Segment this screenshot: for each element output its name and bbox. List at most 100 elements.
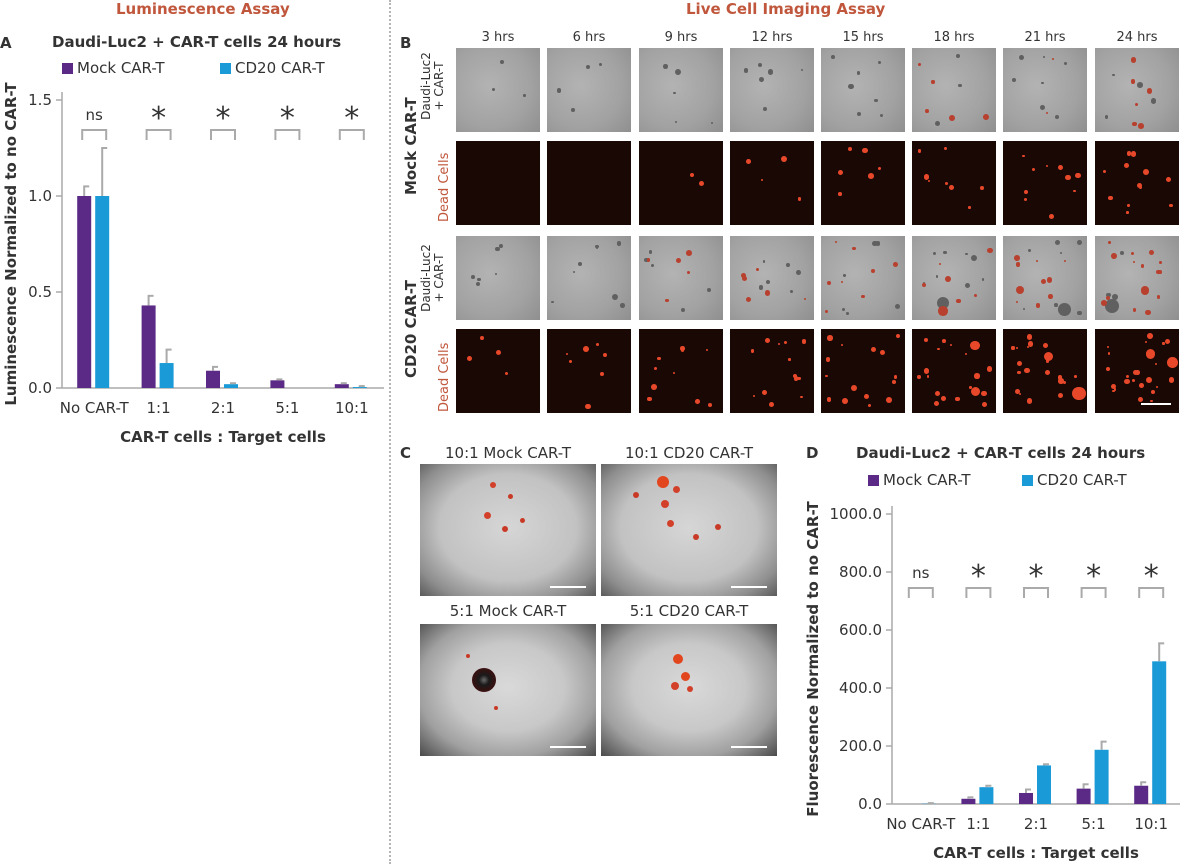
dead-cell xyxy=(671,682,679,690)
cell xyxy=(710,121,713,125)
cell xyxy=(974,294,978,298)
cell xyxy=(1011,346,1015,350)
cell xyxy=(743,68,749,73)
cell xyxy=(1145,377,1152,384)
time-label: 12 hrs xyxy=(751,30,793,45)
legend-label-cd20: CD20 CAR-T xyxy=(235,59,325,77)
brightfield-image xyxy=(821,48,905,132)
cell xyxy=(1106,366,1111,371)
cell xyxy=(943,250,947,255)
cell xyxy=(838,192,842,196)
dead-cell-image xyxy=(456,141,540,225)
cell xyxy=(1035,259,1039,263)
cell xyxy=(1150,399,1153,403)
dead-cell xyxy=(633,492,639,498)
cell xyxy=(657,356,661,361)
dead-cell xyxy=(715,524,721,530)
y-tick-label: 1.0 xyxy=(28,187,52,205)
cell xyxy=(1146,87,1153,94)
cell xyxy=(786,263,790,267)
x-tick-label: No CAR-T xyxy=(886,815,956,833)
bar-mock xyxy=(141,305,156,388)
cell xyxy=(923,174,930,180)
cell xyxy=(1026,345,1029,349)
cell xyxy=(1027,340,1034,347)
cell xyxy=(923,337,928,342)
dead-cell xyxy=(466,654,470,658)
significance-star: * xyxy=(344,101,359,136)
cell xyxy=(834,240,837,244)
cell xyxy=(1150,98,1157,104)
cell xyxy=(933,251,937,255)
time-label: 9 hrs xyxy=(664,30,698,45)
cell xyxy=(1063,61,1068,65)
brightfield-image xyxy=(456,48,540,132)
cell xyxy=(1064,174,1071,181)
row-sub-line1: Daudi-Luc2 xyxy=(419,52,433,120)
cell xyxy=(891,380,896,385)
cell xyxy=(921,283,926,288)
cell xyxy=(931,80,935,84)
cell xyxy=(1112,73,1115,77)
cell xyxy=(1016,360,1022,366)
significance-star: * xyxy=(1086,559,1101,594)
row-label-cd20-brightfield: Daudi-Luc2 + CAR-T xyxy=(419,238,446,318)
cell xyxy=(1048,294,1054,299)
cell xyxy=(1058,378,1064,384)
dead-cell-image xyxy=(912,329,996,413)
cell xyxy=(1165,177,1171,183)
cell xyxy=(1057,164,1064,171)
cell xyxy=(964,352,967,355)
cell xyxy=(958,83,962,88)
cell xyxy=(793,376,799,381)
cell xyxy=(1159,261,1163,264)
cell xyxy=(1045,165,1048,168)
cell xyxy=(1145,291,1149,295)
cell xyxy=(1108,196,1113,201)
significance-bracket xyxy=(274,129,301,140)
cell xyxy=(843,274,846,277)
cell xyxy=(1107,241,1111,244)
dead-cell xyxy=(661,500,669,508)
y-axis-title: Fluorescence Normalized to no CAR-T xyxy=(804,501,822,817)
cell xyxy=(653,367,657,371)
cell xyxy=(1051,58,1054,61)
cell xyxy=(1102,170,1106,174)
cell xyxy=(986,366,993,372)
cell xyxy=(837,169,844,176)
cell xyxy=(1045,111,1048,114)
cell xyxy=(1132,261,1135,264)
cell xyxy=(566,352,569,355)
time-label: 6 hrs xyxy=(572,30,606,45)
cell xyxy=(1137,82,1143,88)
cell xyxy=(1022,154,1025,157)
cell xyxy=(893,374,898,379)
cell xyxy=(981,390,987,396)
time-label: 24 hrs xyxy=(1116,30,1158,45)
x-tick-label: 2:1 xyxy=(211,399,235,417)
cell xyxy=(868,173,874,180)
cell xyxy=(1111,384,1117,390)
cell xyxy=(1063,260,1066,263)
dead-cell xyxy=(484,512,491,519)
y-tick-label: 800.0 xyxy=(839,563,882,581)
cell xyxy=(801,339,807,344)
chart-d-title: Daudi-Luc2 + CAR-T cells 24 hours xyxy=(856,444,1146,462)
bar-cd20 xyxy=(1094,749,1109,804)
cell xyxy=(495,246,501,252)
cell xyxy=(1023,190,1028,195)
cell xyxy=(1113,388,1117,391)
dead-cell xyxy=(673,486,680,493)
cell xyxy=(938,262,941,265)
time-label: 21 hrs xyxy=(1024,30,1066,45)
cell xyxy=(1054,302,1058,307)
cell xyxy=(948,184,954,190)
bar-cd20 xyxy=(95,196,110,388)
dead-cell xyxy=(490,482,496,488)
cell xyxy=(746,297,752,303)
cell xyxy=(880,113,884,117)
cell xyxy=(752,395,755,398)
cell xyxy=(1013,255,1020,261)
cell xyxy=(586,64,591,69)
cell xyxy=(675,68,682,75)
